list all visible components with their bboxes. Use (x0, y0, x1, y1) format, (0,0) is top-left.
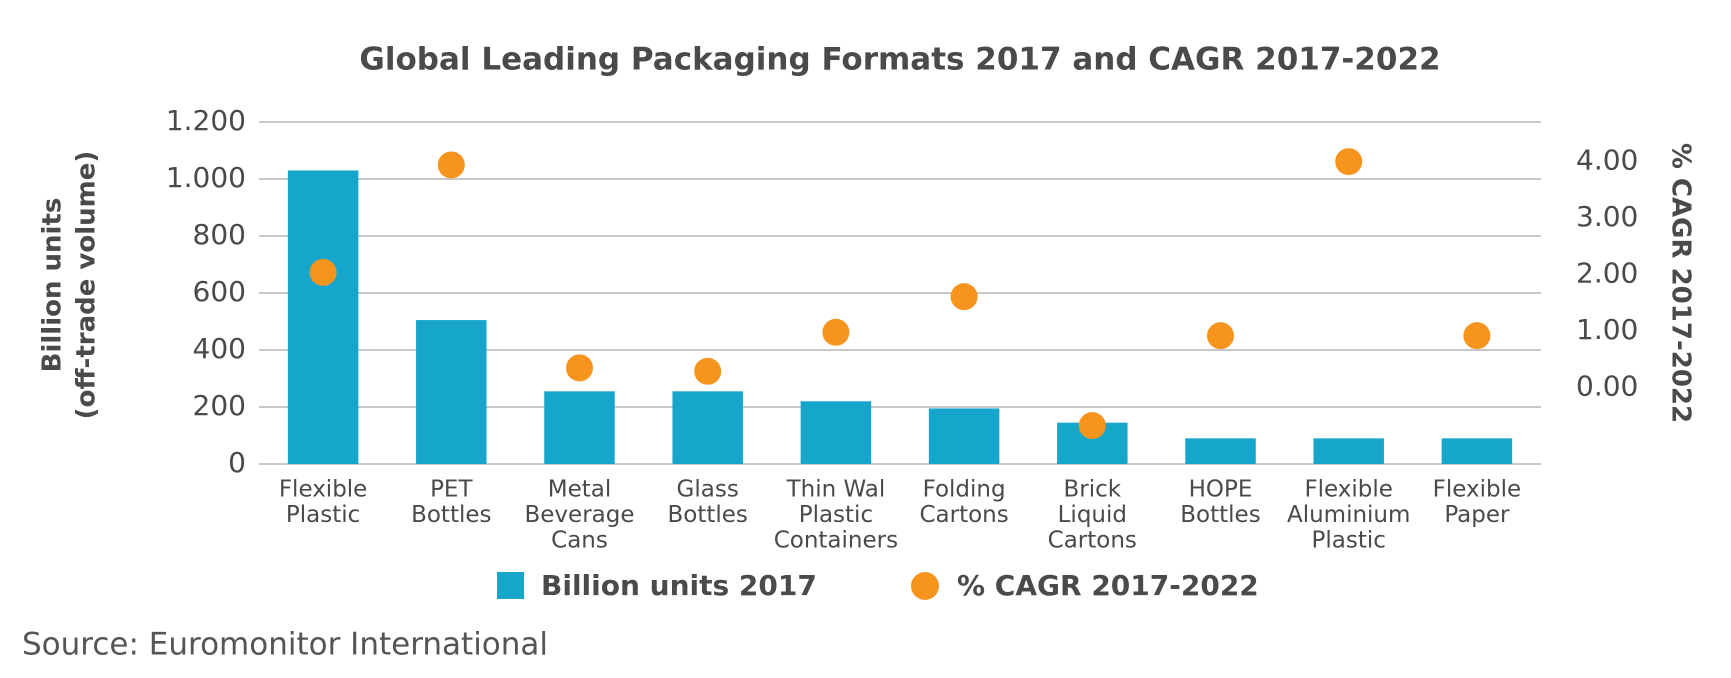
y-tick-label: 600 (193, 275, 246, 308)
bar (416, 320, 487, 464)
chart-title: Global Leading Packaging Formats 2017 an… (359, 42, 1440, 78)
bar (800, 401, 872, 464)
y2-tick-label: 3.00 (1576, 200, 1638, 233)
x-tick-label: Plastic (1312, 528, 1386, 554)
dot (309, 258, 337, 286)
y-tick-label: 800 (193, 218, 246, 251)
bar (672, 391, 743, 464)
y-tick-label: 1.000 (166, 161, 246, 194)
x-tick-label: PET (430, 477, 473, 503)
x-tick-label: Bottles (411, 502, 491, 528)
x-tick-label: Bottles (667, 502, 747, 528)
x-tick-label: Glass (677, 477, 739, 503)
x-tick-label: Aluminium (1287, 502, 1410, 528)
y-tick-label: 400 (193, 332, 246, 365)
dot (1335, 148, 1363, 176)
x-tick-label: Flexible (1433, 477, 1522, 503)
bar (1185, 438, 1256, 464)
y2-axis-label: % CAGR 2017-2022 (1666, 143, 1696, 423)
y2-tick-label: 4.00 (1576, 144, 1638, 177)
y-axis-label: Billion units (38, 198, 68, 373)
bar (544, 391, 615, 464)
x-tick-label: Flexible (279, 477, 368, 503)
x-tick-label: Bottles (1180, 502, 1260, 528)
x-tick-label: HOPE (1189, 477, 1253, 503)
dot (1078, 412, 1106, 440)
legend-swatch (911, 572, 939, 600)
x-tick-label: Plastic (286, 502, 360, 528)
dot (1463, 322, 1491, 350)
x-tick-label: Metal (548, 477, 612, 503)
dot (950, 283, 978, 311)
x-tick-label: Paper (1444, 502, 1510, 528)
x-tick-label: Liquid (1058, 502, 1127, 528)
y2-tick-label: 0.00 (1576, 370, 1638, 403)
dot (822, 318, 850, 346)
bar (1441, 438, 1513, 464)
y-tick-label: 1.200 (166, 104, 246, 137)
x-tick-label: Thin Wal (786, 477, 886, 503)
x-tick-label: Plastic (799, 502, 873, 528)
x-tick-label: Folding (923, 477, 1006, 503)
bar (1313, 438, 1384, 464)
x-tick-label: Cans (551, 528, 608, 554)
x-tick-label: Brick (1064, 477, 1122, 503)
legend-label: Billion units 2017 (541, 569, 817, 602)
x-tick-label: Flexible (1304, 477, 1393, 503)
source-note: Source: Euromonitor International (22, 627, 548, 663)
dot (566, 354, 593, 382)
x-tick-label: Cartons (919, 502, 1008, 528)
legend-swatch (497, 572, 524, 599)
x-tick-label: Cartons (1048, 528, 1137, 554)
dot (694, 357, 722, 385)
legend-label: % CAGR 2017-2022 (957, 569, 1259, 602)
x-tick-label: Containers (774, 528, 898, 554)
bar (928, 408, 1000, 464)
y-tick-label: 0 (228, 446, 246, 479)
x-tick-label: Beverage (525, 502, 635, 528)
y2-tick-label: 2.00 (1576, 257, 1638, 290)
bar (287, 170, 359, 464)
y-axis-label: (off-trade volume) (72, 151, 102, 420)
y2-tick-label: 1.00 (1576, 313, 1638, 346)
dot (1207, 322, 1234, 350)
y-tick-label: 200 (193, 389, 246, 422)
dot (437, 151, 465, 179)
